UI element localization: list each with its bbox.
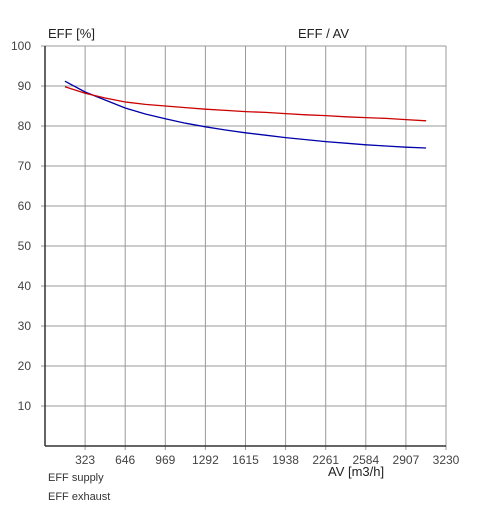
- x-tick-label: 323: [75, 453, 95, 467]
- axes: [44, 46, 446, 447]
- x-tick-label: 1292: [192, 453, 219, 467]
- y-tick-label: 10: [18, 399, 32, 413]
- y-tick-label: 60: [18, 199, 32, 213]
- series-line-exhaust: [64, 86, 427, 122]
- y-tick-label: 30: [18, 319, 32, 333]
- series-line-supply: [64, 80, 427, 149]
- legend-exhaust: EFF exhaust: [48, 491, 110, 503]
- x-tick-label: 2584: [352, 453, 379, 467]
- x-tick-label: 1615: [232, 453, 259, 467]
- x-tick-label: 969: [155, 453, 175, 467]
- legend-supply: EFF supply: [48, 472, 104, 484]
- x-tick-label: 3230: [433, 453, 460, 467]
- y-tick-label: 20: [18, 359, 32, 373]
- x-tick-label: 1938: [272, 453, 299, 467]
- x-tick-label: 2261: [312, 453, 339, 467]
- x-tick-label: 646: [115, 453, 135, 467]
- tick-labels: 323 646 969 1292 1615 1938 2261 2584 2907 3230 10 2…: [11, 39, 460, 467]
- chart-title: EFF / AV: [298, 26, 349, 41]
- y-axis-label: EFF [%]: [48, 26, 95, 41]
- series-lines: [64, 80, 427, 149]
- y-tick-label: 100: [11, 39, 31, 53]
- x-axis-label: AV [m3/h]: [328, 464, 384, 479]
- x-tick-label: 2907: [393, 453, 420, 467]
- y-tick-label: 70: [18, 159, 32, 173]
- y-tick-label: 80: [18, 119, 32, 133]
- grid-lines: [41, 45, 447, 450]
- y-tick-label: 40: [18, 279, 32, 293]
- y-tick-label: 50: [18, 239, 32, 253]
- y-tick-label: 90: [18, 79, 32, 93]
